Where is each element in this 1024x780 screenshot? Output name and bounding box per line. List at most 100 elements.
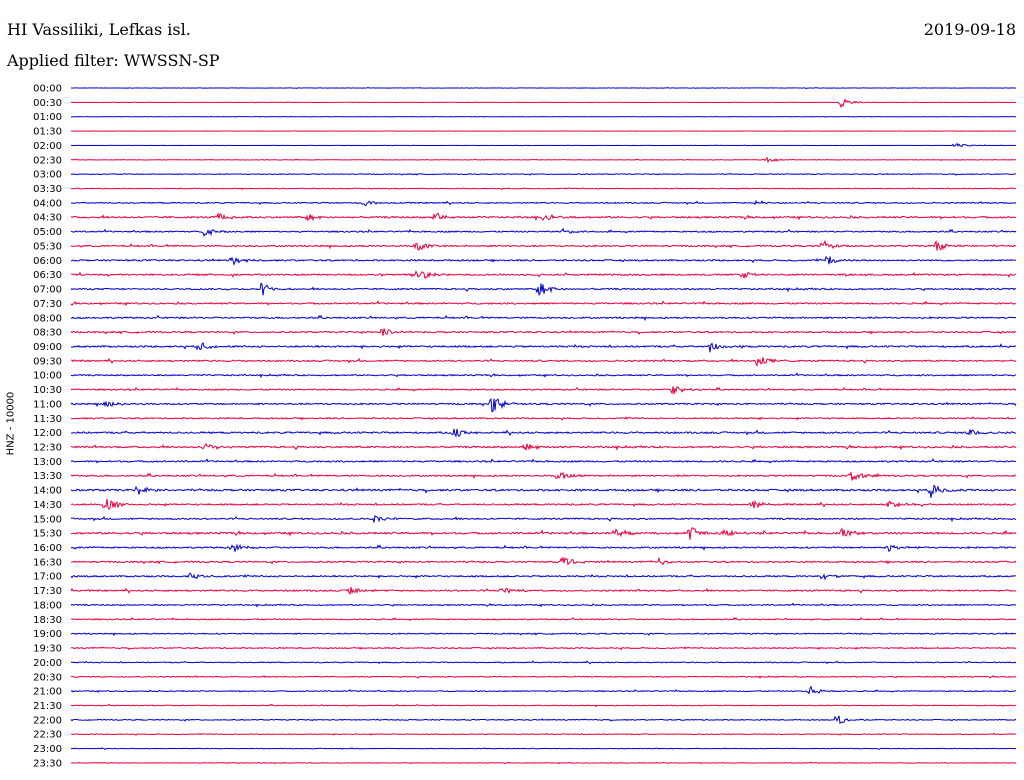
filter-label: Applied filter: WWSSN-SP xyxy=(7,51,220,70)
time-label: 02:30 xyxy=(33,155,62,166)
trace-1030 xyxy=(70,386,1017,395)
time-label: 00:30 xyxy=(33,98,62,109)
trace-2200 xyxy=(70,715,1017,725)
time-label: 12:30 xyxy=(33,443,62,454)
time-label: 15:00 xyxy=(33,514,62,525)
trace-0200 xyxy=(70,142,1017,148)
time-label: 11:00 xyxy=(33,399,62,410)
time-label: 15:30 xyxy=(33,529,62,540)
trace-1000 xyxy=(70,372,1017,379)
trace-0030 xyxy=(71,98,1017,109)
trace-1130 xyxy=(70,416,1017,421)
trace-0430 xyxy=(70,212,1017,222)
trace-0900 xyxy=(70,341,1017,353)
time-label: 19:30 xyxy=(33,644,62,655)
time-label: 12:00 xyxy=(33,428,62,439)
time-label: 04:30 xyxy=(33,213,62,224)
time-label: 18:00 xyxy=(33,600,62,611)
trace-2100 xyxy=(70,685,1017,695)
time-label: 07:00 xyxy=(33,285,62,296)
trace-1300 xyxy=(70,458,1017,464)
trace-1100 xyxy=(70,398,1017,413)
trace-1330 xyxy=(70,471,1017,481)
trace-1700 xyxy=(70,572,1017,581)
trace-2000 xyxy=(70,660,1017,665)
time-label: 13:30 xyxy=(33,471,62,482)
time-label: 04:00 xyxy=(33,198,62,209)
time-label: 19:00 xyxy=(33,629,62,640)
trace-1930 xyxy=(70,646,1017,651)
trace-1730 xyxy=(70,586,1017,596)
trace-1630 xyxy=(70,556,1017,566)
station-title: HI Vassiliki, Lefkas isl. xyxy=(7,20,191,39)
time-label: 08:30 xyxy=(33,328,62,339)
time-label: 20:30 xyxy=(33,672,62,683)
time-label: 10:00 xyxy=(33,371,62,382)
trace-0000 xyxy=(70,86,1017,90)
trace-1500 xyxy=(70,515,1017,523)
trace-0730 xyxy=(70,300,1017,307)
trace-1600 xyxy=(70,543,1017,553)
time-label: 03:30 xyxy=(33,184,62,195)
trace-1430 xyxy=(70,498,1017,511)
trace-0600 xyxy=(70,255,1017,266)
time-label: 05:30 xyxy=(33,241,62,252)
trace-0130 xyxy=(71,130,1017,132)
time-label: 01:00 xyxy=(33,112,62,123)
trace-0530 xyxy=(70,239,1017,251)
time-label: 14:30 xyxy=(33,500,62,511)
trace-2300 xyxy=(70,747,1017,750)
trace-0100 xyxy=(70,115,1017,118)
time-label: 14:00 xyxy=(33,486,62,497)
trace-2130 xyxy=(70,703,1017,708)
trace-0300 xyxy=(70,172,1017,176)
trace-1400 xyxy=(70,484,1017,498)
date-label: 2019-09-18 xyxy=(923,20,1016,39)
time-label: 21:30 xyxy=(33,701,62,712)
time-label: 07:30 xyxy=(33,299,62,310)
time-label: 06:00 xyxy=(33,256,62,267)
trace-0330 xyxy=(70,187,1017,191)
time-label: 00:00 xyxy=(33,84,62,95)
time-label: 20:00 xyxy=(33,658,62,669)
time-label: 10:30 xyxy=(33,385,62,396)
time-label: 23:00 xyxy=(33,744,62,755)
time-label: 17:30 xyxy=(33,586,62,597)
time-label: 22:30 xyxy=(33,730,62,741)
time-label: 16:00 xyxy=(33,543,62,554)
trace-0500 xyxy=(70,227,1017,237)
trace-1530 xyxy=(70,527,1017,540)
time-label: 17:00 xyxy=(33,572,62,583)
trace-1900 xyxy=(70,631,1017,637)
trace-1200 xyxy=(70,428,1017,438)
time-label: 23:30 xyxy=(33,758,62,769)
trace-0930 xyxy=(70,357,1017,367)
trace-1230 xyxy=(70,442,1017,451)
time-label: 11:30 xyxy=(33,414,62,425)
trace-0400 xyxy=(70,199,1017,206)
time-label: 05:00 xyxy=(33,227,62,238)
trace-0230 xyxy=(70,156,1017,164)
trace-0630 xyxy=(70,270,1017,280)
time-label: 16:30 xyxy=(33,557,62,568)
trace-2030 xyxy=(70,674,1017,680)
time-label: 09:00 xyxy=(33,342,62,353)
trace-0830 xyxy=(70,328,1017,336)
trace-1830 xyxy=(70,616,1017,622)
trace-2230 xyxy=(70,732,1017,736)
time-label: 13:00 xyxy=(33,457,62,468)
time-label: 08:00 xyxy=(33,313,62,324)
trace-2330 xyxy=(70,761,1017,765)
time-label: 02:00 xyxy=(33,141,62,152)
time-label: 18:30 xyxy=(33,615,62,626)
time-label: 06:30 xyxy=(33,270,62,281)
trace-0800 xyxy=(70,314,1017,322)
trace-1800 xyxy=(70,602,1017,608)
time-label: 03:00 xyxy=(33,170,62,181)
time-label: 09:30 xyxy=(33,356,62,367)
time-label: 21:00 xyxy=(33,687,62,698)
time-label: 01:30 xyxy=(33,127,62,138)
time-label: 22:00 xyxy=(33,715,62,726)
trace-0700 xyxy=(70,282,1017,296)
